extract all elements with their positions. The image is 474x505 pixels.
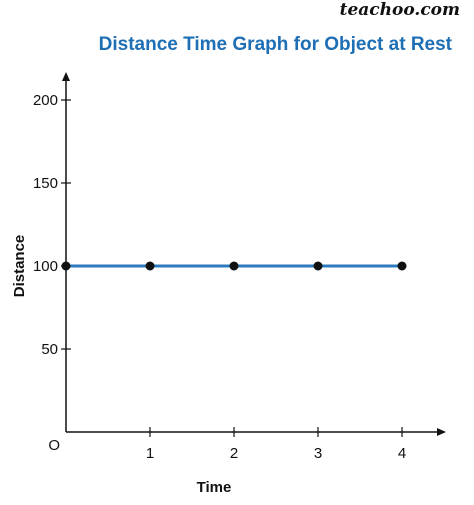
x-tick-label: 4 [398,445,406,462]
data-point [397,261,407,271]
x-axis-title: Time [197,479,232,496]
data-point [313,261,323,271]
ticks: 1 2 3 4 50 100 150 200 [33,92,406,462]
origin-label: O [48,437,60,454]
y-axis-arrow [62,72,70,81]
x-axis-arrow [437,428,446,436]
x-tick-label: 3 [314,445,322,462]
y-tick-label: 50 [41,341,58,358]
series [61,261,407,271]
y-tick-label: 150 [33,175,58,192]
data-point [145,261,155,271]
x-tick-label: 1 [146,445,154,462]
y-tick-label: 200 [33,92,58,109]
y-axis-title: Distance [11,235,28,298]
y-tick-label: 100 [33,258,58,275]
watermark-logo: teachoo.com [339,0,460,20]
chart-title: Distance Time Graph for Object at Rest [98,34,452,55]
axes [62,72,446,436]
x-tick-label: 2 [230,445,238,462]
data-point [61,261,71,271]
data-point [229,261,239,271]
